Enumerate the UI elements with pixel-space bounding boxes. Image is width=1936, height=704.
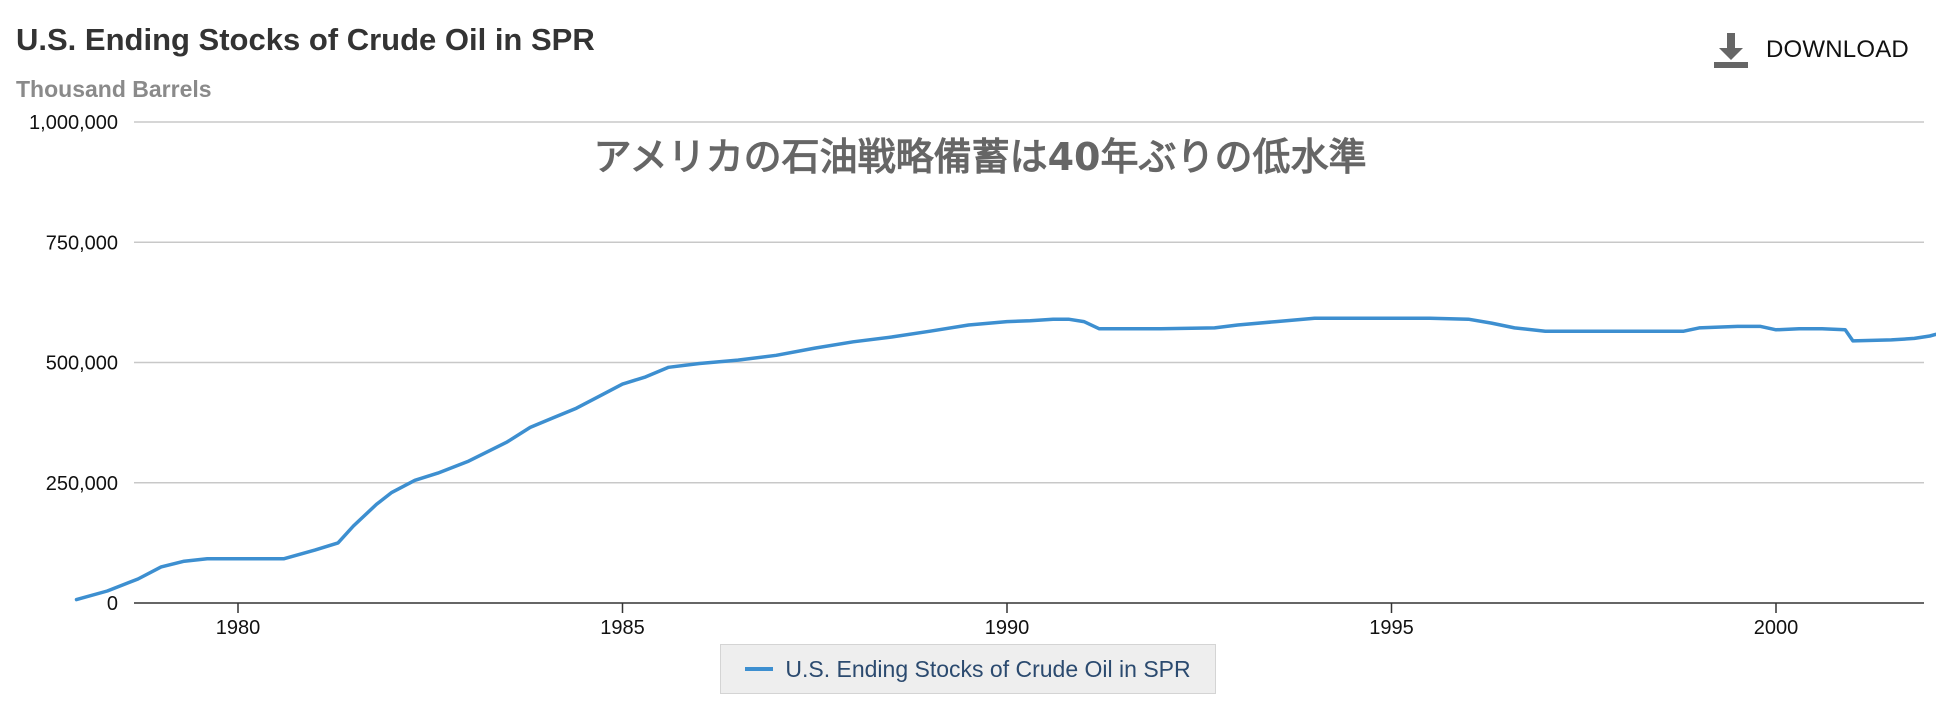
chart-subtitle: Thousand Barrels — [16, 76, 212, 102]
chart-annotation: アメリカの石油戦略備蓄は40年ぶりの低水準 — [594, 135, 1367, 179]
series-line-spr — [74, 316, 1936, 602]
legend-label: U.S. Ending Stocks of Crude Oil in SPR — [785, 655, 1191, 682]
y-tick-label: 500,000 — [46, 353, 118, 375]
download-label: DOWNLOAD — [1766, 36, 1909, 63]
line-chart: 0 250,000 500,000 750,000 1,000,000 1980 1985… — [29, 112, 1936, 639]
download-button[interactable]: DOWNLOAD — [1712, 28, 1909, 72]
legend-swatch — [745, 667, 774, 671]
download-icon — [1714, 33, 1748, 68]
x-tick-label: 2000 — [1754, 617, 1799, 639]
y-tick-label: 250,000 — [46, 473, 118, 495]
x-tick-label: 1980 — [216, 617, 261, 639]
x-tick-label: 1990 — [985, 617, 1030, 639]
x-tick-label: 1985 — [600, 617, 645, 639]
legend[interactable]: U.S. Ending Stocks of Crude Oil in SPR — [720, 644, 1216, 694]
y-tick-label: 1,000,000 — [29, 112, 118, 134]
y-tick-label: 0 — [107, 593, 118, 615]
x-axis: 198019851990199520002005201020152020 — [134, 602, 1924, 639]
y-tick-label: 750,000 — [46, 232, 118, 254]
chart-title: U.S. Ending Stocks of Crude Oil in SPR — [16, 22, 595, 57]
y-axis: 0 250,000 500,000 750,000 1,000,000 — [29, 112, 118, 615]
grid-lines — [134, 121, 1924, 484]
x-tick-label: 1995 — [1369, 617, 1414, 639]
